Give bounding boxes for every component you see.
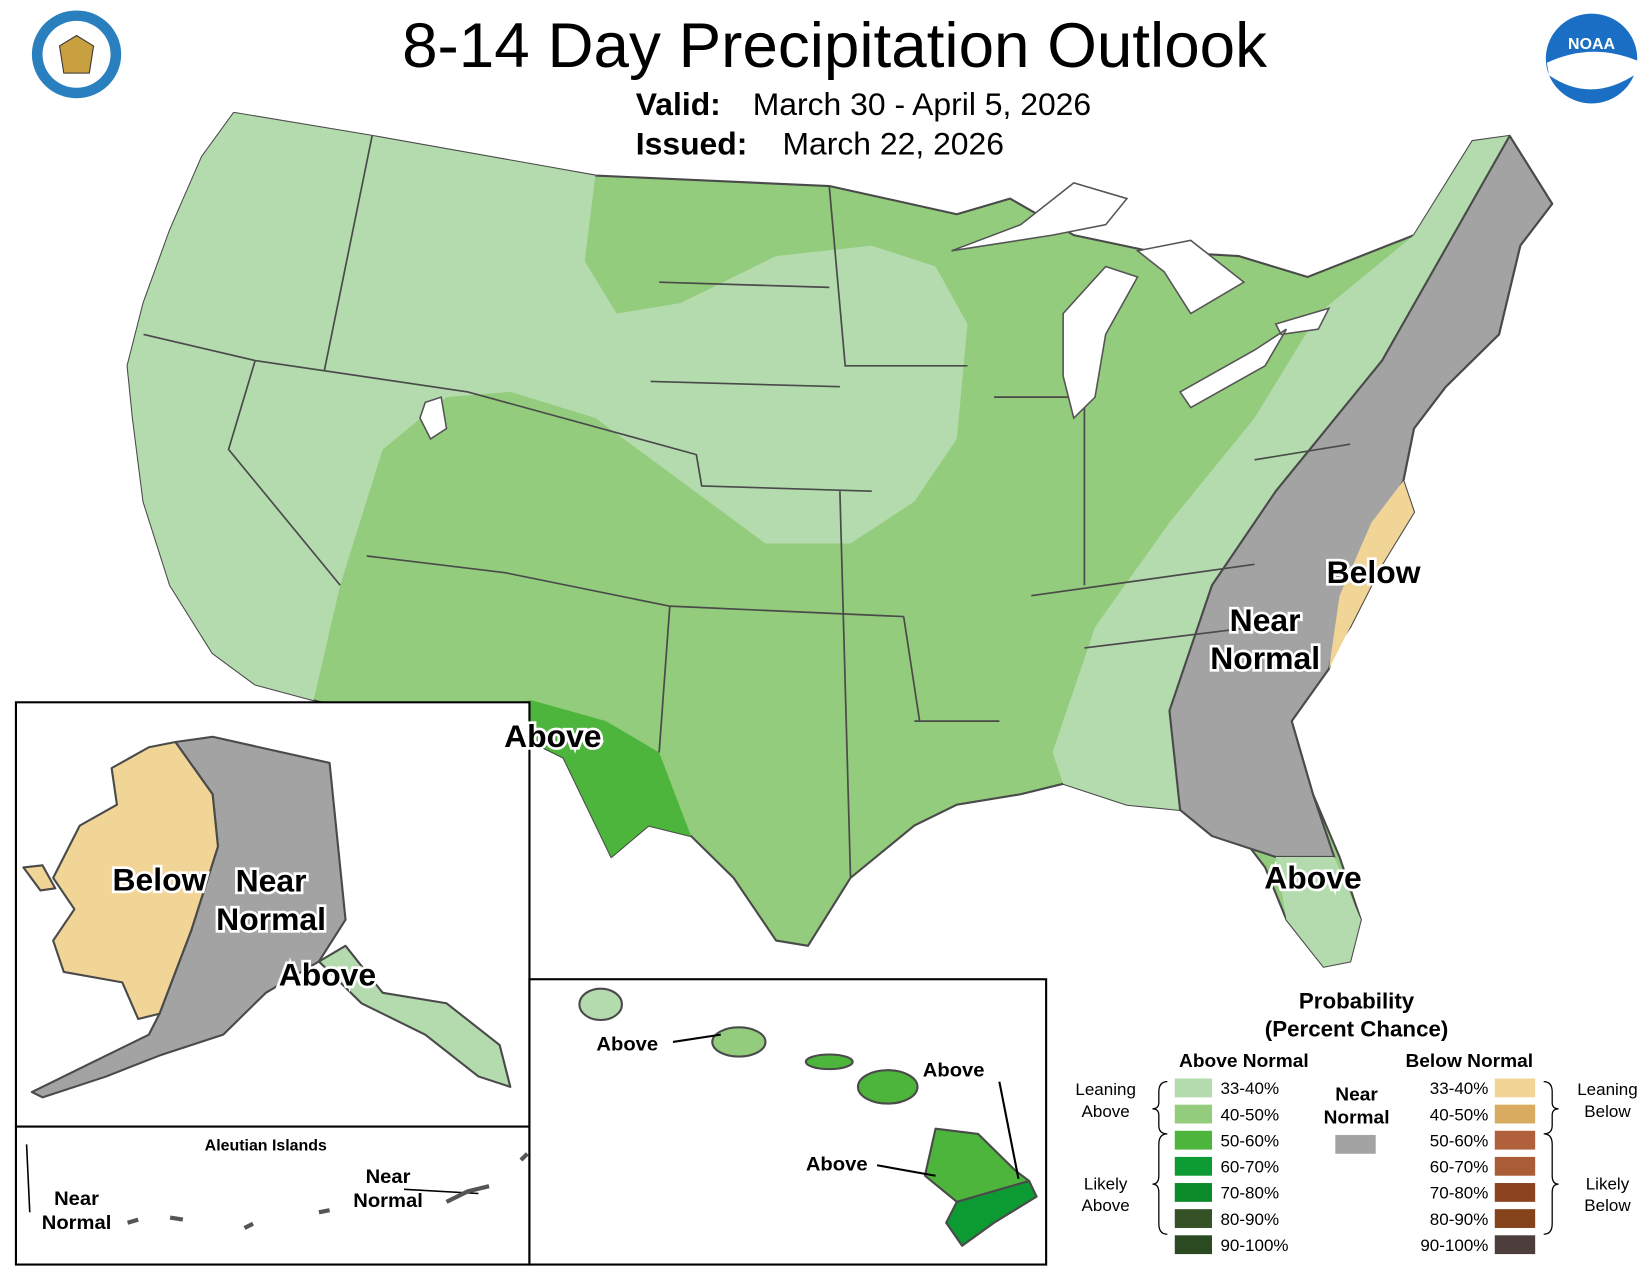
inset-title: Aleutian Islands [205,1138,327,1155]
map-label: Above [279,957,376,993]
molokai [804,1053,854,1071]
sw-likely-above [430,700,692,857]
map-label: Near [366,1166,411,1188]
legend-group: Leaning [1075,1080,1136,1099]
legend-header: Below Normal [1405,1051,1533,1072]
great-lakes [419,182,1331,441]
florida-leaning-above [1275,856,1361,967]
legend-group: Above [1082,1102,1130,1121]
legend-label: 70-80% [1430,1184,1489,1203]
map-label: Normal [1210,640,1320,676]
legend-label: 60-70% [1430,1158,1489,1177]
legend-group: Above [1082,1196,1130,1215]
legend-label: 40-50% [1220,1105,1279,1124]
legend-label: 33-40% [1220,1079,1279,1098]
nc-leaning-below [1328,480,1414,669]
legend-label: 60-70% [1220,1158,1279,1177]
oahu [711,1026,767,1058]
kauai [578,987,624,1022]
east-near-normal [1168,134,1554,859]
alaska-inset [14,701,531,1266]
map-label: Normal [353,1190,423,1212]
map-label: Below [113,862,207,898]
alaska-leaning-below [52,740,220,1021]
legend-label: 90-100% [1220,1236,1288,1255]
legend-swatch [1494,1156,1536,1176]
legend-label: 50-60% [1430,1132,1489,1151]
hawaii-inset [528,978,1048,1266]
legend-swatch [1174,1209,1212,1228]
conus [126,111,1554,968]
maui [856,1069,919,1105]
legend-swatch [1174,1183,1212,1202]
legend-label: 33-40% [1430,1079,1489,1098]
legend-title: Probability [1299,989,1415,1014]
state-lines [143,135,1351,878]
legend-label: 70-80% [1220,1184,1279,1203]
map-label: Near [54,1188,99,1210]
east-leaning-above [1052,135,1510,810]
legend-swatch [1174,1156,1212,1176]
legend-group: Below [1584,1102,1631,1121]
noaa-text: NOAA [1568,36,1615,53]
legend-swatch [1494,1235,1536,1255]
legend-label: 80-90% [1220,1210,1279,1229]
legend-brackets [1152,1081,1559,1235]
map-label: Above [1264,860,1361,896]
title: 8-14 Day Precipitation Outlook [402,11,1267,80]
legend-swatch [1494,1209,1536,1228]
issued-label: Issued: [636,126,748,162]
legend-label: 50-60% [1220,1132,1279,1151]
legend-swatch [1174,1235,1212,1255]
big-island-south [945,1179,1038,1247]
map-label: Normal [216,901,326,937]
map-label: Near [1230,602,1301,638]
legend-swatch [1174,1104,1212,1124]
legend-group: Below [1584,1196,1631,1215]
legend-swatch [1174,1078,1212,1098]
legend-label: 90-100% [1420,1236,1488,1255]
legend-group: Likely [1586,1174,1630,1193]
legend-label: 40-50% [1430,1105,1489,1124]
map-label: Above [806,1154,868,1176]
legend-title: (Percent Chance) [1265,1017,1449,1042]
map-label: Near [236,863,307,899]
legend-swatch [1494,1078,1536,1098]
noaa-logo: NOAA [1545,13,1638,104]
map-label: Normal [42,1212,112,1234]
map-label: Above [923,1060,985,1082]
legend-group: Likely [1084,1174,1128,1193]
map-label: Below [1327,554,1421,590]
map-label: Above [596,1033,658,1055]
doc-seal [31,10,122,99]
legend-group: Leaning [1577,1080,1638,1099]
valid-label: Valid: [636,86,721,122]
legend-header: Above Normal [1179,1051,1309,1072]
legend-swatch [1494,1183,1536,1202]
legend-label: 80-90% [1430,1210,1489,1229]
legend-swatch [1174,1130,1212,1150]
legend-near-label: Near [1335,1085,1378,1106]
alaska-panhandle [317,944,512,1088]
legend-swatch [1494,1104,1536,1124]
west-leaning-above [127,112,968,701]
legend-swatch [1494,1130,1536,1150]
legend-swatch [1335,1134,1376,1154]
valid-text: March 30 - April 5, 2026 [753,86,1091,122]
legend-near-label: Normal [1324,1108,1390,1129]
issued-text: March 22, 2026 [782,126,1004,162]
map-label: Above [504,718,601,754]
alaska-island [22,864,57,892]
